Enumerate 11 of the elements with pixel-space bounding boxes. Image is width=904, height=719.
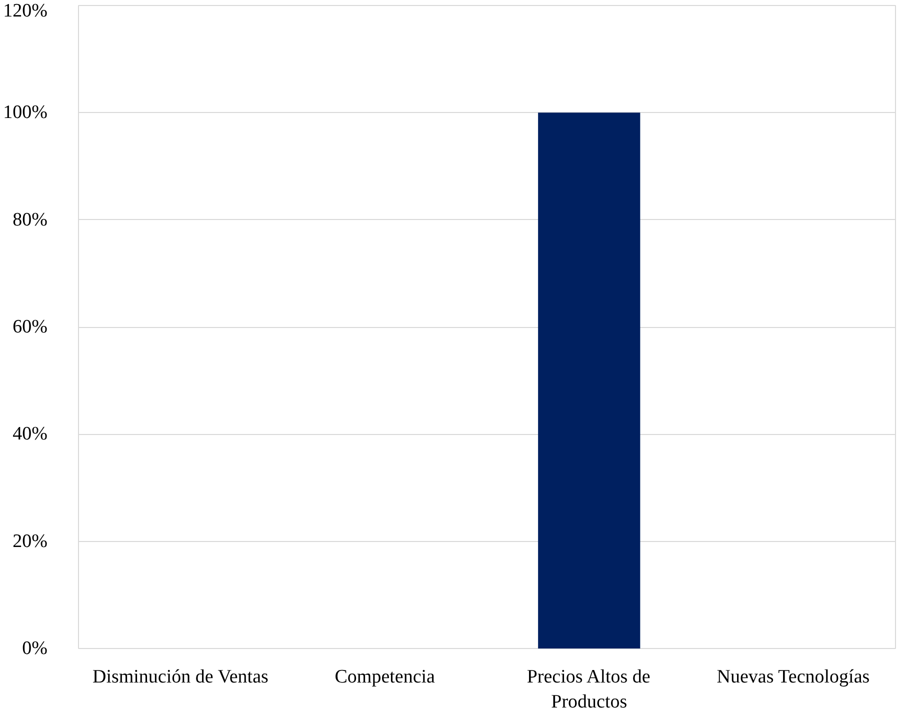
y-tick-label: 20% [12,530,48,552]
y-tick-label: 0% [22,638,48,659]
y-tick-label: 100% [3,102,48,124]
x-tick-label: Competencia [334,666,436,688]
x-tick-label: Nuevas Tecnologías [716,666,870,688]
y-tick-label: 40% [12,424,48,445]
x-tick-label: Disminución de Ventas [92,666,268,688]
x-tick-label: Precios Altos de Productos [526,666,650,713]
y-tick-label: 120% [3,0,48,22]
y-tick-label: 80% [12,209,48,230]
y-tick-label: 60% [12,316,48,338]
